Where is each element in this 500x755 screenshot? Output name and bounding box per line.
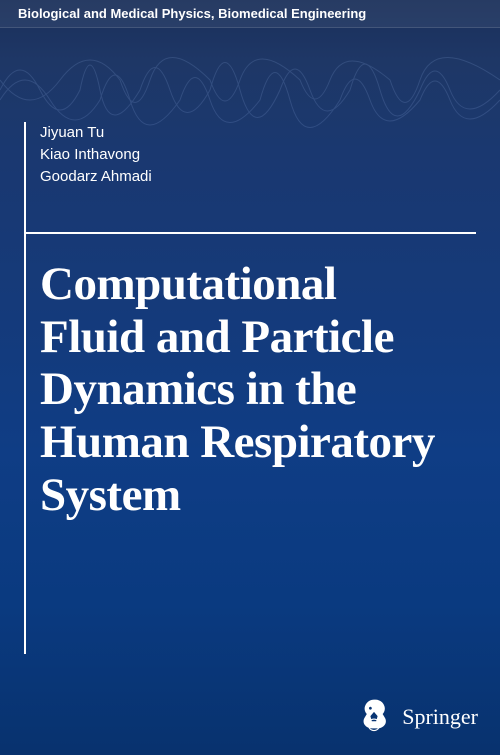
springer-horse-icon bbox=[356, 696, 392, 737]
vertical-rule bbox=[24, 122, 26, 654]
title-line: System bbox=[40, 469, 476, 522]
series-title: Biological and Medical Physics, Biomedic… bbox=[18, 6, 366, 21]
author-list: Jiyuan Tu Kiao Inthavong Goodarz Ahmadi bbox=[40, 122, 152, 187]
title-line: Dynamics in the bbox=[40, 363, 476, 416]
title-line: Fluid and Particle bbox=[40, 311, 476, 364]
publisher-name: Springer bbox=[402, 704, 478, 730]
series-band: Biological and Medical Physics, Biomedic… bbox=[0, 0, 500, 28]
publisher-block: Springer bbox=[356, 696, 478, 737]
title-line: Human Respiratory bbox=[40, 416, 476, 469]
author-name: Kiao Inthavong bbox=[40, 144, 152, 166]
book-cover: Biological and Medical Physics, Biomedic… bbox=[0, 0, 500, 755]
author-name: Jiyuan Tu bbox=[40, 122, 152, 144]
author-name: Goodarz Ahmadi bbox=[40, 166, 152, 188]
horizontal-rule bbox=[24, 232, 476, 234]
title-line: Computational bbox=[40, 258, 476, 311]
book-title: Computational Fluid and Particle Dynamic… bbox=[40, 258, 476, 521]
